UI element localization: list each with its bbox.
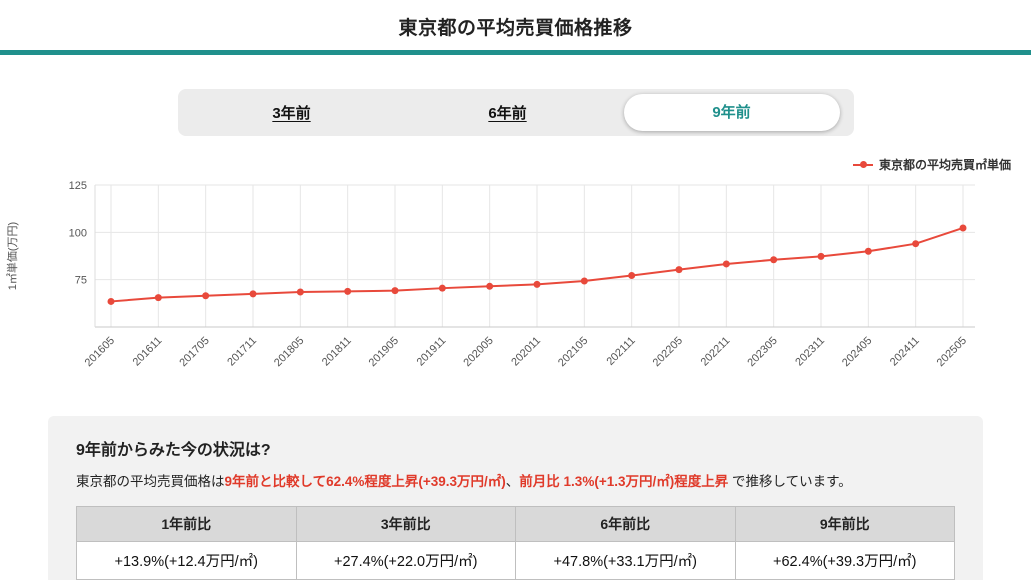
svg-text:201905: 201905 xyxy=(367,335,401,369)
value-1year: +13.9%(+12.4万円/㎡) xyxy=(76,541,297,580)
svg-text:202311: 202311 xyxy=(793,335,827,369)
svg-text:201811: 201811 xyxy=(320,335,354,369)
price-trend-line-chart: 75 100 125 201605 201611 201705 201711 201805 20… xyxy=(5,180,975,369)
svg-text:201611: 201611 xyxy=(131,335,165,369)
svg-text:201605: 201605 xyxy=(83,335,117,369)
svg-text:100: 100 xyxy=(69,227,87,239)
tab-9-years-ago-active[interactable]: 9年前 xyxy=(623,94,840,131)
value-6year: +47.8%(+33.1万円/㎡) xyxy=(515,541,736,580)
legend-line-dot-icon xyxy=(852,161,873,168)
value-3year: +27.4%(+22.0万円/㎡) xyxy=(295,541,516,580)
chart-legend[interactable]: 東京都の平均売買㎡単価 xyxy=(0,156,1011,173)
svg-text:201705: 201705 xyxy=(177,335,211,369)
svg-text:125: 125 xyxy=(69,180,87,192)
svg-text:202011: 202011 xyxy=(509,335,543,369)
svg-text:1㎡単価(万円): 1㎡単価(万円) xyxy=(5,222,19,290)
svg-text:202405: 202405 xyxy=(840,335,874,369)
status-panel: 9年前からみた今の状況は? 東京都の平均売買価格は9年前と比較して62.4%程度… xyxy=(48,416,983,580)
sentence-segment-highlight: 前月比 1.3%(+1.3万円/㎡)程度上昇 xyxy=(519,474,729,489)
status-heading: 9年前からみた今の状況は? xyxy=(76,442,271,459)
header-3year: 3年前比 xyxy=(295,506,516,543)
legend-label: 東京都の平均売買㎡単価 xyxy=(878,158,1011,172)
svg-text:201711: 201711 xyxy=(225,335,259,369)
comparison-table: 1年前比 3年前比 6年前比 9年前比 +13.9%(+12.4万円/㎡) +2… xyxy=(76,506,955,580)
status-sentence: 東京都の平均売買価格は9年前と比較して62.4%程度上昇(+39.3万円/㎡)、… xyxy=(76,472,955,492)
svg-text:202211: 202211 xyxy=(699,335,733,369)
title-divider xyxy=(0,50,1031,55)
svg-text:202005: 202005 xyxy=(461,335,495,369)
table-value-row: +13.9%(+12.4万円/㎡) +27.4%(+22.0万円/㎡) +47.… xyxy=(76,541,955,580)
sentence-segment: で推移しています。 xyxy=(728,474,852,489)
svg-text:201805: 201805 xyxy=(272,335,306,369)
table-header-row: 1年前比 3年前比 6年前比 9年前比 xyxy=(76,506,955,543)
tab-3-years-ago[interactable]: 3年前 xyxy=(184,102,400,123)
chart-area: 75 100 125 201605 201611 201705 201711 201805 20… xyxy=(0,175,1031,390)
header-1year: 1年前比 xyxy=(76,506,297,543)
svg-text:202505: 202505 xyxy=(935,335,969,369)
period-tab-bar: 3年前 6年前 9年前 xyxy=(177,89,854,136)
sentence-segment-highlight: 9年前と比較して62.4%程度上昇(+39.3万円/㎡) xyxy=(224,474,506,489)
tab-6-years-ago[interactable]: 6年前 xyxy=(400,102,616,123)
svg-text:202411: 202411 xyxy=(888,335,922,369)
svg-text:202205: 202205 xyxy=(651,335,685,369)
sentence-segment: 東京都の平均売買価格は xyxy=(76,474,225,489)
value-9year: +62.4%(+39.3万円/㎡) xyxy=(734,541,955,580)
sentence-segment: 、 xyxy=(505,474,520,489)
header-9year: 9年前比 xyxy=(734,506,955,543)
svg-text:75: 75 xyxy=(75,275,87,287)
svg-text:202111: 202111 xyxy=(604,335,637,368)
svg-text:202305: 202305 xyxy=(745,335,779,369)
header-6year: 6年前比 xyxy=(515,506,736,543)
svg-text:201911: 201911 xyxy=(415,335,449,369)
tab-6-years-ago-label: 6年前 xyxy=(488,105,527,122)
svg-text:202105: 202105 xyxy=(556,335,590,369)
page-title: 東京都の平均売買価格推移 xyxy=(398,18,633,39)
tab-3-years-ago-label: 3年前 xyxy=(272,105,311,122)
